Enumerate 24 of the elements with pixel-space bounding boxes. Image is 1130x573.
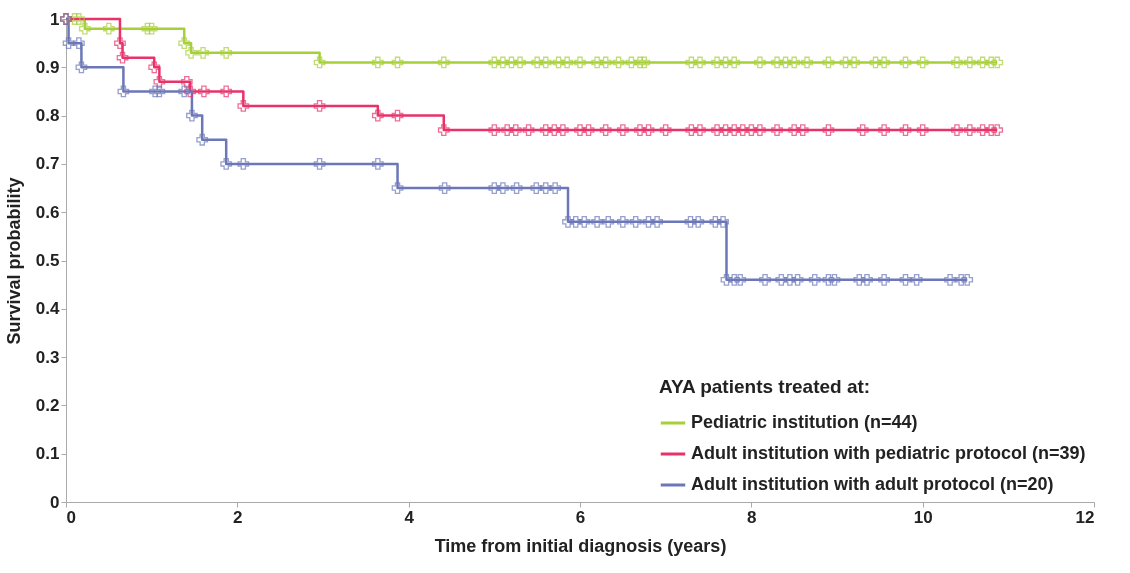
y-tick-label: 0.2 <box>35 395 60 415</box>
x-tick-label: 8 <box>747 507 757 527</box>
x-tick-label: 6 <box>575 507 586 527</box>
y-tick-label: 0.4 <box>35 299 61 319</box>
x-tick-label: 0 <box>66 507 76 527</box>
x-tick-label: 4 <box>404 507 415 527</box>
y-tick-label: 0.1 <box>35 444 60 464</box>
x-axis-title: Time from initial diagnosis (years) <box>434 535 727 556</box>
legend-title: AYA patients treated at: <box>659 376 871 397</box>
y-tick-label: 0.6 <box>35 202 60 222</box>
y-tick-label: 0 <box>50 492 60 512</box>
x-tick-label: 10 <box>913 507 933 527</box>
legend-label: Adult institution with adult protocol (n=20) <box>691 474 1054 494</box>
y-axis-title: Survival probability <box>3 177 24 345</box>
y-tick-label: 0.5 <box>35 251 60 270</box>
x-tick-label: 2 <box>233 507 243 527</box>
x-tick-label: 12 <box>1075 507 1095 527</box>
legend-label: Pediatric institution (n=44) <box>691 412 918 432</box>
y-tick-label: 1 <box>50 9 60 29</box>
y-tick-label: 0.7 <box>35 154 60 174</box>
legend-label: Adult institution with pediatric protocol (n=39) <box>691 443 1086 463</box>
y-tick-label: 0.3 <box>35 347 60 367</box>
y-tick-label: 0.8 <box>35 106 60 126</box>
y-tick-label: 0.9 <box>35 57 60 77</box>
